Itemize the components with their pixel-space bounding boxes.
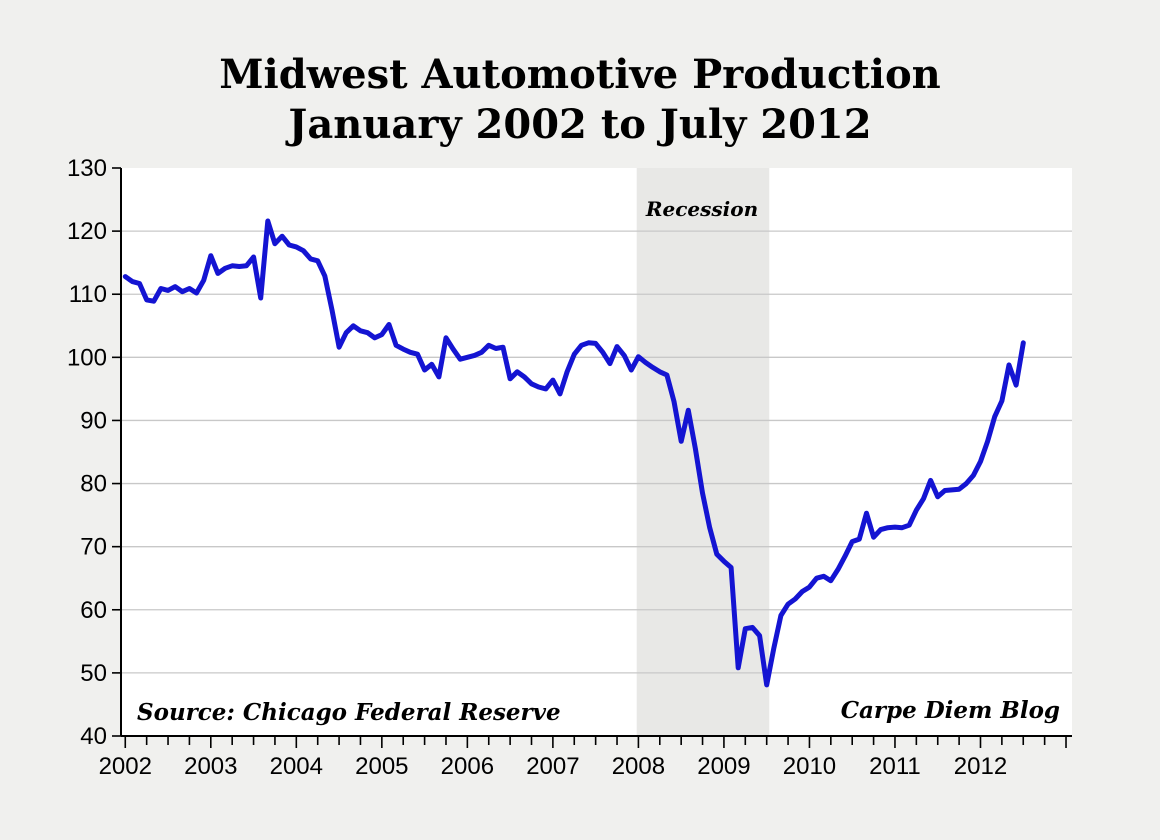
y-tick-label-50: 50 bbox=[80, 660, 107, 687]
x-tick-label-2007: 2007 bbox=[526, 753, 579, 780]
x-tick-label-2005: 2005 bbox=[355, 753, 408, 780]
recession-band bbox=[636, 168, 770, 736]
recession-band-label: Recession bbox=[645, 197, 759, 221]
chart-title-line2: January 2002 to July 2012 bbox=[288, 101, 872, 148]
x-tick-label-2010: 2010 bbox=[783, 753, 836, 780]
plot-area bbox=[121, 168, 1072, 736]
y-tick-label-120: 120 bbox=[67, 218, 107, 245]
y-tick-label-130: 130 bbox=[67, 155, 107, 182]
x-tick-label-2009: 2009 bbox=[697, 753, 750, 780]
y-tick-label-70: 70 bbox=[80, 534, 107, 561]
chart-title: Midwest Automotive Production January 20… bbox=[0, 50, 1160, 150]
y-tick-label-110: 110 bbox=[69, 281, 107, 308]
y-tick-label-40: 40 bbox=[80, 723, 107, 750]
production-line bbox=[122, 218, 1026, 688]
x-tick-label-2004: 2004 bbox=[270, 753, 323, 780]
y-tick-label-100: 100 bbox=[67, 344, 107, 371]
credit-note: Carpe Diem Blog bbox=[840, 697, 1060, 724]
x-tick-label-2011: 2011 bbox=[869, 753, 921, 780]
source-note: Source: Chicago Federal Reserve bbox=[137, 699, 561, 726]
chart-title-line1: Midwest Automotive Production bbox=[219, 51, 941, 98]
x-tick-label-2002: 2002 bbox=[99, 753, 152, 780]
y-tick-label-90: 90 bbox=[80, 407, 107, 434]
x-tick-label-2012: 2012 bbox=[954, 753, 1007, 780]
x-tick-label-2006: 2006 bbox=[441, 753, 494, 780]
x-tick-label-2008: 2008 bbox=[612, 753, 665, 780]
x-tick-label-2003: 2003 bbox=[184, 753, 237, 780]
y-tick-label-60: 60 bbox=[80, 597, 107, 624]
y-tick-label-80: 80 bbox=[80, 471, 107, 498]
